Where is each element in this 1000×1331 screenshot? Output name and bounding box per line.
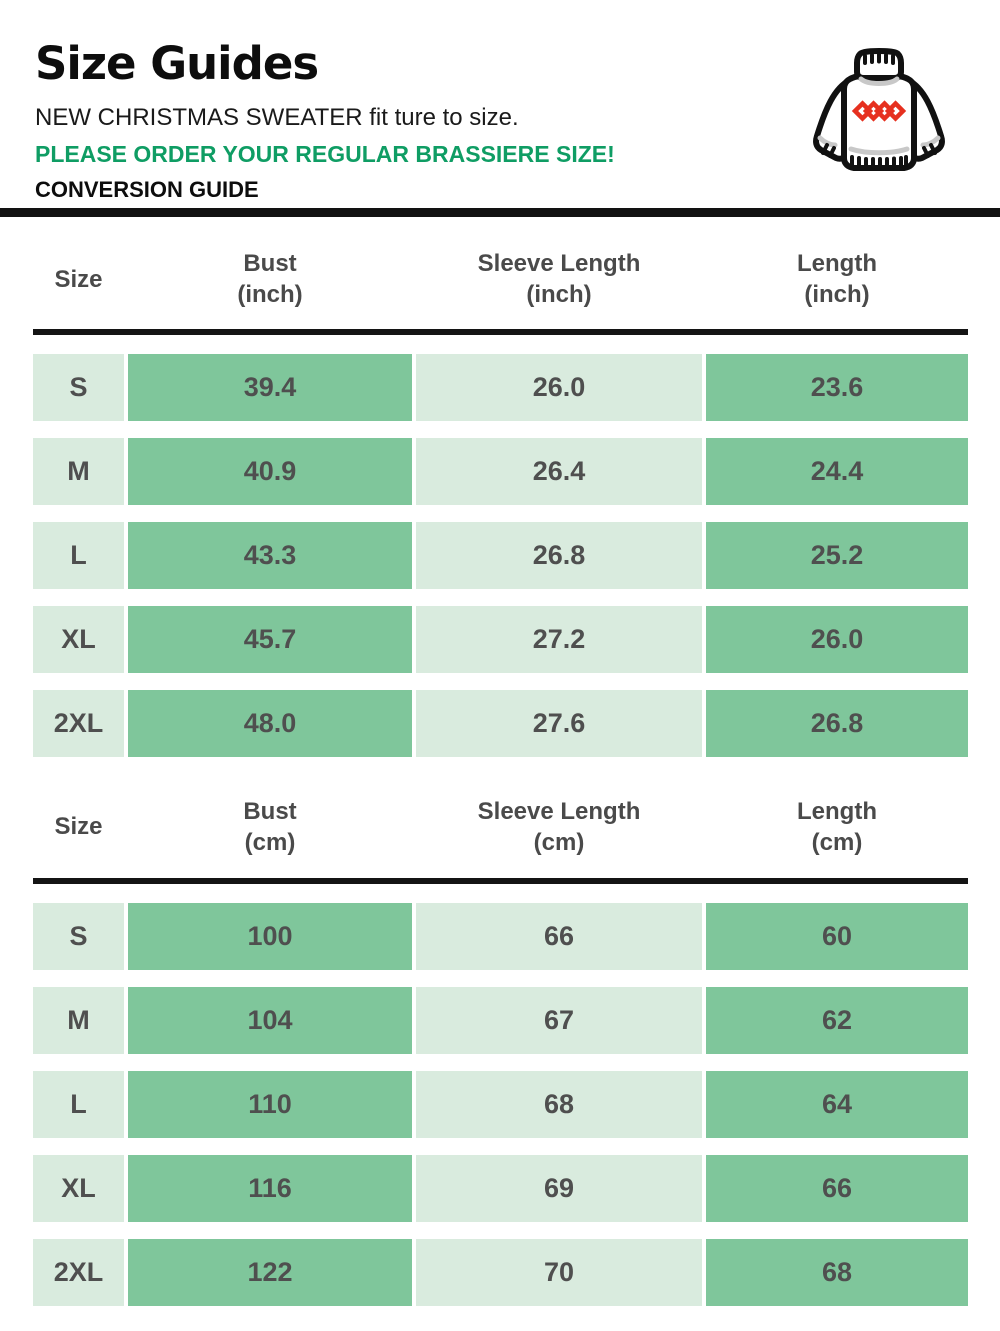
length-cell: 62 [706, 987, 968, 1054]
length-cell: 66 [706, 1155, 968, 1222]
column-label: Length [797, 797, 877, 825]
bust-cell: 39.4 [128, 354, 412, 421]
column-header-size: Size [33, 264, 124, 295]
size-cell: S [33, 903, 124, 970]
size-cell: L [33, 522, 124, 589]
sleeve-cell: 69 [416, 1155, 702, 1222]
size-cell: M [33, 438, 124, 505]
column-unit: (cm) [811, 828, 863, 856]
column-label: Sleeve Length [477, 250, 641, 277]
length-cell: 26.8 [706, 690, 968, 757]
size-table-cm: Size Bust (cm) Sleeve Length (cm) Length… [33, 757, 968, 1306]
sleeve-cell: 27.2 [416, 606, 702, 673]
bust-cell: 43.3 [128, 522, 412, 589]
sleeve-cell: 27.6 [416, 690, 702, 757]
length-cell: 64 [706, 1071, 968, 1138]
size-cell: M [33, 987, 124, 1054]
bust-cell: 40.9 [128, 438, 412, 505]
conversion-guide-label: CONVERSION GUIDE [35, 177, 259, 202]
size-cell: 2XL [33, 690, 124, 757]
column-header-sleeve-length: Sleeve Length (cm) [416, 796, 702, 858]
length-cell: 68 [706, 1239, 968, 1306]
sleeve-cell: 26.4 [416, 438, 702, 505]
header: Size Guides NEW CHRISTMAS SWEATER fit tu… [0, 0, 1000, 202]
inch-table-body: S 39.4 26.0 23.6 M 40.9 26.4 24.4 L 43.3… [33, 354, 968, 757]
column-header-size: Size [33, 811, 124, 842]
column-header-length: Length (inch) [706, 248, 968, 310]
cm-table-body: S 100 66 60 M 104 67 62 L 110 68 64 XL 1… [33, 903, 968, 1306]
christmas-sweater-icon [804, 46, 954, 188]
column-unit: (inch) [237, 281, 303, 308]
column-header-bust: Bust (cm) [128, 796, 412, 858]
size-cell: XL [33, 606, 124, 673]
header-underline [33, 878, 968, 884]
bust-cell: 48.0 [128, 690, 412, 757]
column-label: Size [54, 265, 103, 293]
bust-cell: 45.7 [128, 606, 412, 673]
size-table-inch: Size Bust (inch) Sleeve Length (inch) Le… [33, 217, 968, 757]
column-header-bust: Bust (inch) [128, 248, 412, 310]
bust-cell: 110 [128, 1071, 412, 1138]
column-label: Length [797, 250, 877, 277]
column-unit: (inch) [804, 281, 870, 308]
cm-table-header: Size Bust (cm) Sleeve Length (cm) Length… [33, 757, 968, 878]
bust-cell: 116 [128, 1155, 412, 1222]
size-cell: L [33, 1071, 124, 1138]
column-label: Bust [243, 797, 297, 825]
page-title: Size Guides [35, 37, 319, 90]
column-unit: (inch) [526, 281, 592, 308]
column-unit: (cm) [533, 828, 585, 856]
bust-cell: 104 [128, 987, 412, 1054]
sleeve-cell: 70 [416, 1239, 702, 1306]
header-divider-bar [0, 208, 1000, 217]
column-header-length: Length (cm) [706, 796, 968, 858]
column-label: Size [54, 813, 103, 840]
length-cell: 26.0 [706, 606, 968, 673]
inch-table-header: Size Bust (inch) Sleeve Length (inch) Le… [33, 217, 968, 329]
column-unit: (cm) [244, 828, 296, 856]
fit-subtitle: NEW CHRISTMAS SWEATER fit ture to size. [35, 104, 519, 131]
bust-cell: 100 [128, 903, 412, 970]
size-cell: S [33, 354, 124, 421]
sleeve-cell: 26.0 [416, 354, 702, 421]
bust-cell: 122 [128, 1239, 412, 1306]
column-header-sleeve-length: Sleeve Length (inch) [416, 248, 702, 310]
length-cell: 25.2 [706, 522, 968, 589]
size-cell: XL [33, 1155, 124, 1222]
column-label: Sleeve Length [477, 797, 641, 825]
sweater-icon-svg [813, 48, 945, 171]
column-label: Bust [243, 250, 297, 277]
header-underline [33, 329, 968, 335]
size-cell: 2XL [33, 1239, 124, 1306]
sleeve-cell: 26.8 [416, 522, 702, 589]
sleeve-cell: 67 [416, 987, 702, 1054]
length-cell: 60 [706, 903, 968, 970]
length-cell: 24.4 [706, 438, 968, 505]
length-cell: 23.6 [706, 354, 968, 421]
sleeve-cell: 68 [416, 1071, 702, 1138]
sleeve-cell: 66 [416, 903, 702, 970]
order-notice: PLEASE ORDER YOUR REGULAR BRASSIERE SIZE… [35, 141, 615, 167]
